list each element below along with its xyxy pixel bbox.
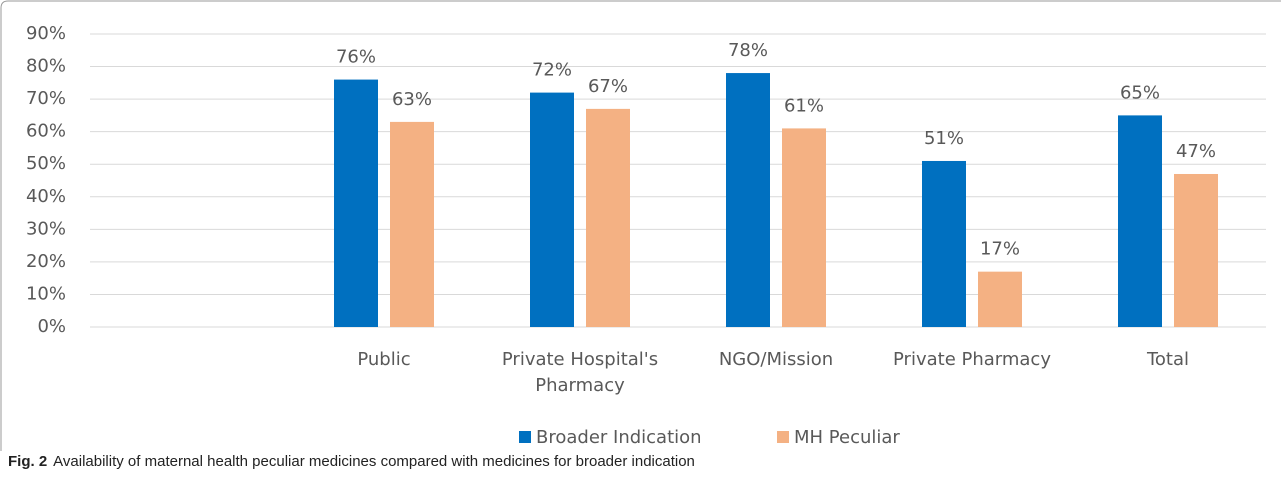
data-label: 17% [980,239,1020,260]
y-tick-label: 10% [26,283,66,304]
bar [390,121,434,328]
bar [586,108,630,327]
x-tick-label: Private Pharmacy [893,349,1051,370]
y-tick-label: 50% [26,153,66,174]
bar [530,92,574,327]
x-tick-label: Total [1146,349,1190,370]
bar [334,79,378,327]
bar [782,128,826,327]
bar [726,73,770,327]
data-label: 51% [924,128,964,149]
data-label: 76% [336,47,376,68]
legend-label: MH Peculiar [794,427,900,448]
x-tick-label: Private Hospital's Pharmacy [501,349,659,396]
y-tick-label: 30% [26,218,66,239]
caption-text: Availability of maternal health peculiar… [53,453,695,470]
bar [922,160,966,327]
y-tick-label: 90% [26,23,66,44]
frame [0,0,1281,451]
y-tick-label: 20% [26,251,66,272]
x-tick-label: NGO/Mission [718,349,834,370]
data-label: 67% [588,76,628,97]
legend-label: Broader Indication [536,427,702,448]
caption: Fig. 2 Availability of maternal health pe… [8,453,695,470]
bar [978,271,1022,327]
y-tick-label: 70% [26,88,66,109]
data-label: 65% [1120,82,1160,103]
data-label: 63% [392,89,432,110]
legend-swatch [519,431,531,443]
bar [1174,173,1218,327]
x-tick-label: Public [357,349,411,370]
y-tick-label: 80% [26,56,66,77]
y-tick-label: 40% [26,186,66,207]
y-tick-label: 60% [26,121,66,142]
data-label: 78% [728,40,768,61]
data-label: 61% [784,95,824,116]
data-label: 72% [532,60,572,81]
caption-label: Fig. 2 [8,453,48,470]
bar [1118,115,1162,327]
y-tick-label: 0% [37,316,66,337]
data-label: 47% [1176,141,1216,162]
legend-swatch [777,431,789,443]
